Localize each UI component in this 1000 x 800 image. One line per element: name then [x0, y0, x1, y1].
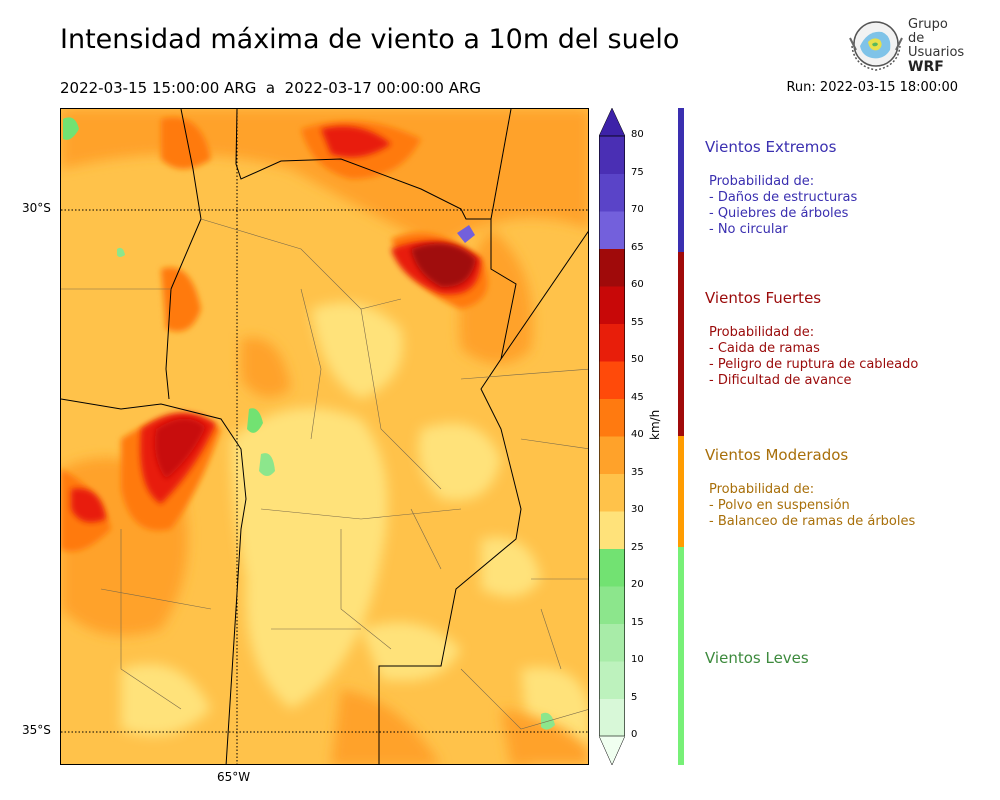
- colorbar-tick-label: 40: [631, 429, 644, 440]
- category-description-line: - Balanceo de ramas de árboles: [709, 514, 916, 529]
- wind-map: [60, 108, 589, 765]
- colorbar-tick-label: 50: [631, 354, 644, 365]
- category-description-line: - Quiebres de árboles: [709, 206, 849, 221]
- lat-label-30s: 30°S: [22, 201, 51, 215]
- colorbar-tick-label: 55: [631, 316, 644, 328]
- colorbar-segment: [599, 698, 625, 737]
- category-description: Probabilidad de: - Daños de estructuras - …: [705, 174, 985, 238]
- category-description-line: - Dificultad de avance: [709, 373, 852, 388]
- category-color-bar: [678, 436, 684, 547]
- category-color-bar: [678, 547, 684, 765]
- colorbar-tick-label: 10: [631, 654, 644, 665]
- colorbar-tick-label: 15: [631, 616, 644, 628]
- colorbar-extension-low: [599, 735, 625, 765]
- colorbar-frame: [599, 135, 625, 737]
- colorbar-tick-label: 60: [631, 279, 644, 290]
- department-boundaries: [61, 218, 588, 730]
- colorbar-segment: [599, 548, 625, 587]
- colorbar-segment: [599, 511, 625, 549]
- valid-period: 2022-03-15 15:00:00 ARG a 2022-03-17 00:…: [60, 79, 482, 97]
- province-boundaries: [61, 109, 588, 764]
- category-title: Vientos Leves: [705, 649, 809, 667]
- wind-extreme-spot: [457, 225, 475, 243]
- wind-category: Vientos Fuertes Probabilidad de: - Caida d…: [705, 289, 985, 389]
- logo-line2: Usuarios: [908, 45, 965, 60]
- colorbar-segment: [599, 661, 625, 699]
- wind-category: Vientos Extremos Probabilidad de: - Daños …: [705, 138, 985, 238]
- colorbar-tick-label: 70: [631, 204, 644, 215]
- colorbar-unit-label: km/h: [648, 409, 662, 440]
- lon-label-65w: 65°W: [217, 770, 251, 784]
- colorbar-segment: [599, 473, 625, 512]
- logo-line1: Grupo de: [908, 17, 948, 46]
- colorbar-tick-label: 65: [631, 241, 644, 253]
- category-color-bar: [678, 252, 684, 436]
- colorbar-tick-label: 75: [631, 166, 644, 178]
- category-description-line: - Caida de ramas: [709, 341, 820, 356]
- category-title: Vientos Fuertes: [705, 289, 822, 307]
- colorbar-segment: [599, 136, 625, 174]
- colorbar-tick-label: 45: [631, 391, 644, 403]
- category-color-bar: [678, 108, 684, 252]
- category-title: Vientos Extremos: [705, 138, 837, 156]
- category-description: Probabilidad de: - Polvo en suspensión - B…: [705, 482, 985, 530]
- wind-low-zones: [63, 117, 555, 730]
- category-description-line: Probabilidad de:: [709, 482, 815, 497]
- colorbar-segment: [599, 586, 625, 624]
- colorbar-tick-label: 80: [631, 129, 644, 140]
- colorbar: [599, 108, 625, 765]
- map-title: Intensidad máxima de viento a 10m del su…: [60, 24, 680, 55]
- colorbar-tick-label: 25: [631, 541, 644, 553]
- category-description-line: - No circular: [709, 222, 788, 237]
- colorbar-tick-label: 0: [631, 729, 638, 740]
- colorbar-tick-label: 35: [631, 466, 644, 478]
- colorbar-segment: [599, 623, 625, 662]
- colorbar-segment: [599, 398, 625, 437]
- colorbar-segment: [599, 361, 625, 399]
- lat-label-35s: 35°S: [22, 723, 51, 737]
- colorbar-tick-label: 5: [631, 691, 638, 703]
- category-description-line: - Peligro de ruptura de cableado: [709, 357, 919, 372]
- graticule: [61, 109, 588, 764]
- wind-field-svg: [61, 109, 588, 764]
- category-description-line: - Polvo en suspensión: [709, 498, 850, 513]
- wind-category: Vientos Moderados Probabilidad de: - Polvo…: [705, 446, 985, 530]
- colorbar-segment: [599, 248, 625, 287]
- colorbar-extension-high: [599, 108, 625, 137]
- category-title: Vientos Moderados: [705, 446, 849, 464]
- category-description: Probabilidad de: - Caida de ramas - Peligr…: [705, 325, 985, 389]
- colorbar-tick-label: 30: [631, 504, 644, 515]
- wind-severe-zones: [154, 243, 476, 479]
- colorbar-segment: [599, 286, 625, 324]
- grupo-wrf-logo: Grupo de Usuarios WRF: [848, 16, 968, 74]
- colorbar-segment: [599, 436, 625, 474]
- category-description-line: Probabilidad de:: [709, 174, 815, 189]
- category-description-line: Probabilidad de:: [709, 325, 815, 340]
- run-time: Run: 2022-03-15 18:00:00: [786, 80, 958, 95]
- wind-category: Vientos Leves: [705, 649, 985, 685]
- category-description-line: - Daños de estructuras: [709, 190, 858, 205]
- colorbar-segment: [599, 173, 625, 212]
- colorbar-segment: [599, 211, 625, 249]
- globe-logo-icon: [849, 21, 903, 71]
- colorbar-segment: [599, 323, 625, 362]
- colorbar-tick-label: 20: [631, 579, 644, 590]
- logo-line3: WRF: [908, 59, 944, 75]
